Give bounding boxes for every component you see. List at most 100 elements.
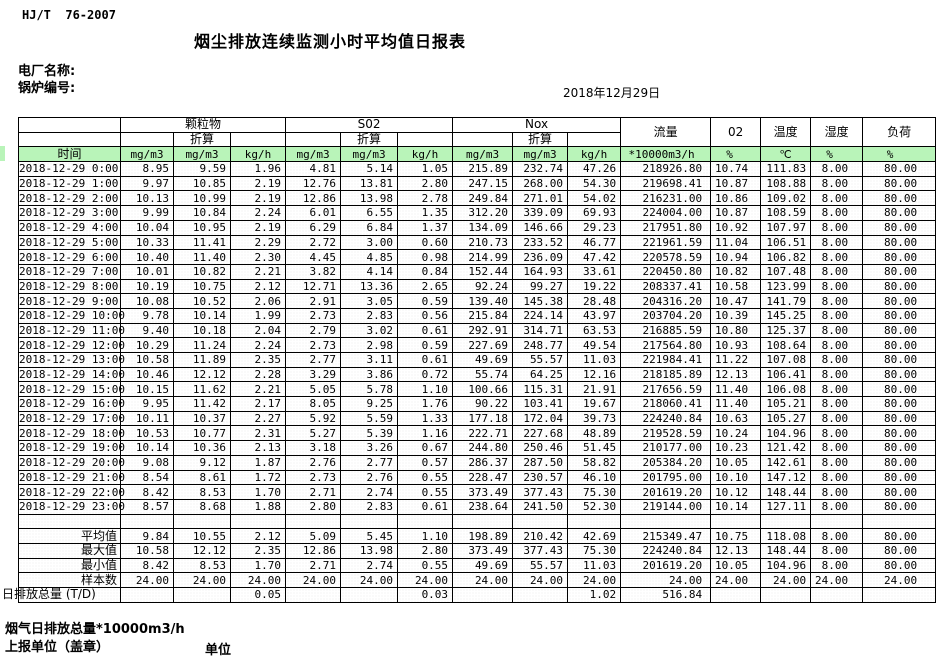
value-cell: 218926.80 [620,161,712,177]
unit-o2: % [710,146,762,163]
value-cell: 0.98 [397,249,454,265]
value-cell: 10.85 [173,175,231,192]
summary-value-cell [760,587,812,603]
value-cell: 203704.20 [620,307,712,324]
value-cell: 8.00 [810,498,864,515]
value-cell: 3.82 [285,263,342,280]
value-cell: 9.99 [120,205,174,221]
summary-value-cell: 80.00 [862,542,937,559]
value-cell: 210177.00 [620,440,712,456]
value-cell: 8.95 [120,161,174,177]
col-o2: 02 [710,116,762,148]
value-cell: 8.00 [810,161,864,177]
summary-value-cell [120,587,174,603]
value-cell: 0.61 [397,322,454,339]
value-cell: 6.55 [340,205,399,221]
value-cell: 11.41 [173,234,231,251]
value-cell: 55.74 [452,366,514,383]
value-cell: 4.14 [340,263,399,280]
value-cell: 10.39 [710,307,762,324]
spacer-cell [397,131,454,148]
time-cell: 2018-12-29 17:00 [18,410,125,427]
value-cell: 220578.59 [620,249,712,265]
value-cell: 80.00 [862,175,937,192]
summary-row: 最小值 8.42 8.53 1.70 2.71 2.74 0.55 49.69 55.57 11.… [18,557,937,574]
time-cell: 2018-12-29 19:00 [18,440,125,456]
value-cell: 80.00 [862,161,937,177]
time-cell: 2018-12-29 16:00 [18,396,125,412]
value-cell: 3.26 [340,440,399,456]
value-cell: 80.00 [862,366,937,383]
value-cell: 0.67 [397,440,454,456]
table-row: 2018-12-29 4:00 10.04 10.95 2.19 6.29 6.84 1.3… [18,219,937,236]
time-header-spacer [18,117,121,133]
value-cell: 10.52 [173,293,231,309]
value-cell: 6.01 [285,205,342,221]
value-cell: 2.27 [229,410,287,427]
value-cell: 0.61 [397,498,454,515]
value-cell: 80.00 [862,249,937,265]
summary-value-cell: 75.30 [567,542,622,559]
empty-cell [710,513,762,530]
value-cell: 8.00 [810,396,864,412]
value-cell: 268.00 [512,175,569,192]
value-cell: 232.74 [512,161,569,177]
empty-cell [810,513,864,530]
time-cell: 2018-12-29 13:00 [18,352,125,368]
value-cell: 219698.41 [620,175,712,192]
value-cell: 108.88 [760,175,812,192]
value-cell: 105.27 [760,410,812,427]
header-row-units: 时间 mg/m3 mg/m3 kg/h mg/m3 mg/m3 kg/h mg/… [18,146,937,163]
header-row-groups: 颗粒物 S02 Nox 流量 02 温度 湿度 负荷 [18,116,937,148]
time-cell: 2018-12-29 2:00 [18,190,121,207]
value-cell: 2.80 [285,498,342,515]
value-cell: 286.37 [452,454,514,471]
summary-value-cell: 24.00 [340,572,399,588]
value-cell: 0.57 [397,454,454,471]
value-cell: 46.77 [567,234,622,251]
summary-value-cell: 118.08 [760,528,812,544]
summary-value-cell: 5.09 [285,528,342,544]
value-cell: 11.24 [173,337,231,353]
time-cell: 2018-12-29 1:00 [18,175,121,192]
value-cell: 227.68 [512,425,569,442]
value-cell: 1.70 [229,484,287,500]
value-cell: 2.83 [340,307,399,324]
value-cell: 1.88 [229,498,287,515]
summary-value-cell: 24.00 [397,572,454,588]
time-cell: 2018-12-29 20:00 [18,454,125,471]
value-cell: 224004.00 [620,205,712,221]
value-cell: 64.25 [512,366,569,383]
value-cell: 10.80 [710,322,762,339]
value-cell: 0.59 [397,293,454,309]
time-cell: 2018-12-29 6:00 [18,249,121,265]
value-cell: 1.99 [229,307,287,324]
value-cell: 10.29 [120,337,174,353]
value-cell: 10.10 [710,469,762,486]
value-cell: 46.10 [567,469,622,486]
value-cell: 106.82 [760,249,812,265]
value-cell: 8.00 [810,175,864,192]
value-cell: 54.30 [567,175,622,192]
value-cell: 0.60 [397,234,454,251]
value-cell: 2.74 [340,484,399,500]
value-cell: 217656.59 [620,381,712,398]
value-cell: 80.00 [862,293,937,309]
summary-value-cell: 377.43 [512,542,569,559]
value-cell: 2.91 [285,293,342,309]
value-cell: 2.77 [285,352,342,368]
converted-label-so2: 折算 [340,131,399,148]
summary-value-cell [862,587,937,603]
value-cell: 5.27 [285,425,342,442]
value-cell: 9.25 [340,396,399,412]
value-cell: 10.18 [173,322,231,339]
value-cell: 2.83 [340,498,399,515]
value-cell: 80.00 [862,307,937,324]
value-cell: 10.37 [173,410,231,427]
summary-value-cell: 2.74 [340,557,399,574]
value-cell: 11.22 [710,352,762,368]
value-cell: 121.42 [760,440,812,456]
value-cell: 221984.41 [620,352,712,368]
time-cell: 2018-12-29 18:00 [18,425,125,442]
value-cell: 11.04 [710,234,762,251]
